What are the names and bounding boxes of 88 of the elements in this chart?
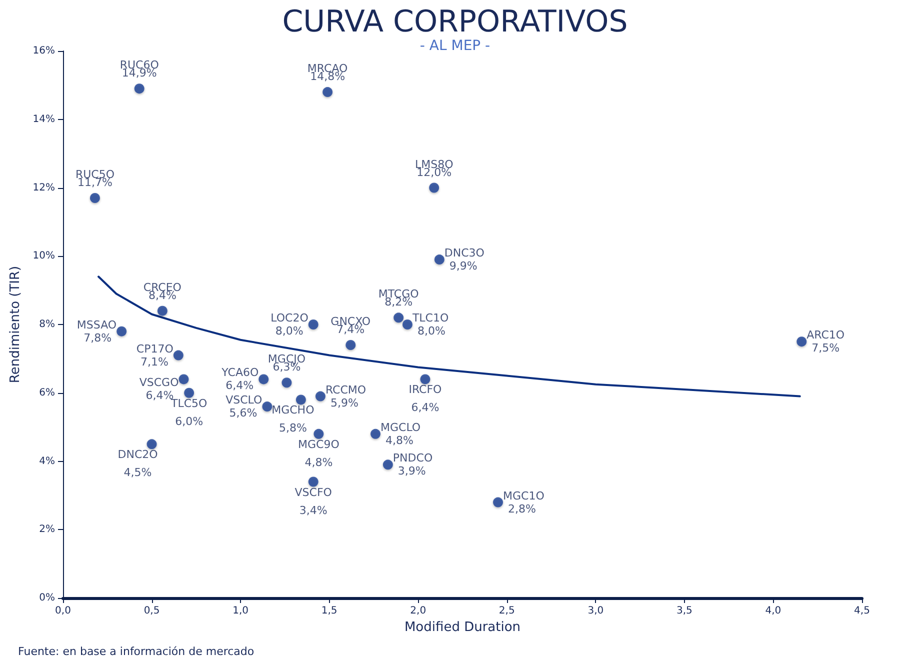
y-tick-label: 6% (39, 387, 55, 398)
point (382, 460, 393, 470)
y-tick-label: 14% (32, 114, 55, 125)
y-tick-label: 8% (39, 319, 55, 330)
annotation: CP17O (136, 342, 174, 356)
annotation: MGCLO (380, 420, 421, 434)
point (322, 87, 333, 98)
x-tick-label: 1,5 (321, 606, 338, 616)
data-label: 5,8% (278, 422, 307, 435)
x-tick-label: 4,0 (765, 606, 782, 616)
data-label: 4,8% (386, 434, 414, 447)
point (116, 326, 127, 336)
point (346, 340, 356, 350)
source-note: Fuente: en base a información de mercado (18, 645, 254, 658)
point (370, 428, 380, 439)
data-label: 4,5% (124, 466, 152, 480)
point (184, 388, 194, 398)
annotation: VSCLO (226, 394, 263, 407)
data-label: 3,4% (299, 504, 328, 517)
y-axis-title: Rendimiento (TIR) (8, 266, 23, 384)
annotation: RCCMO (325, 383, 366, 396)
point (90, 193, 100, 204)
x-tick-label: 2,0 (410, 606, 426, 616)
data-label: 8,0% (275, 324, 304, 338)
x-tick-label: 3,0 (588, 606, 604, 616)
point (258, 374, 269, 384)
x-tick-label: 1,0 (232, 606, 249, 616)
y-tick-label: 12% (32, 182, 55, 194)
point (429, 182, 440, 193)
x-axis-title: Modified Duration (404, 620, 521, 635)
annotation: LOC2O (270, 312, 309, 324)
point (134, 84, 144, 94)
data-label: 6,0% (175, 414, 204, 428)
annotation: MGC1O (503, 489, 545, 502)
y-tick-label: 16% (32, 46, 55, 56)
data-label: 2,8% (508, 502, 536, 516)
data-label: 6,4% (411, 401, 440, 414)
point (434, 254, 444, 265)
point (157, 306, 168, 316)
data-label: 9,9% (449, 260, 478, 273)
y-tick-label: 0% (39, 592, 55, 604)
data-label: 5,9% (330, 396, 358, 410)
point (314, 428, 324, 439)
annotation: PNDCO (392, 452, 433, 465)
y-tick-label: 2% (39, 524, 55, 536)
point (146, 439, 157, 450)
point (308, 320, 318, 330)
data-label: 8,0% (417, 324, 446, 338)
y-tick-label: 4% (39, 456, 55, 467)
point (493, 497, 504, 508)
data-label: 3,9% (398, 464, 426, 478)
annotation: MGC9O (298, 438, 340, 451)
point (282, 378, 292, 388)
x-tick-label: 2,5 (498, 606, 515, 616)
data-label: 7,5% (812, 342, 840, 355)
annotation: TLC1O (411, 312, 449, 324)
data-label: 6,4% (146, 389, 174, 402)
y-tick-label: 10% (32, 250, 55, 262)
x-tick-label: 4,5 (854, 606, 870, 616)
chart-subtitle: - AL MEP - (420, 38, 490, 54)
data-label: 5,6% (229, 406, 258, 420)
point (178, 374, 189, 384)
annotation: VSCGO (139, 376, 180, 390)
point (796, 336, 807, 347)
chart-title: CURVA CORPORATIVOS (282, 4, 628, 40)
point (402, 320, 412, 330)
x-tick-label: 0,5 (144, 606, 160, 616)
point (315, 391, 326, 402)
point (262, 402, 272, 412)
x-tick-label: 0,0 (55, 606, 71, 616)
annotation: ARC1O (806, 328, 845, 342)
annotation: IRCFO (408, 383, 442, 396)
point (173, 350, 184, 360)
data-label: 7,8% (84, 331, 112, 344)
annotation: MGCHO (272, 404, 315, 417)
annotation: DNC2O (118, 448, 158, 462)
data-label: 4,8% (304, 456, 333, 469)
annotation: MSSAO (76, 318, 117, 332)
point (308, 476, 318, 487)
data-label: 7,1% (140, 355, 168, 368)
annotation: YCA6O (220, 366, 259, 380)
point (296, 394, 306, 405)
annotation: VSCFO (294, 486, 332, 499)
point (394, 312, 404, 323)
annotation: DNC3O (444, 246, 485, 260)
point (420, 374, 430, 384)
x-tick-label: 3,5 (676, 606, 692, 616)
data-label: 6,4% (226, 379, 254, 392)
